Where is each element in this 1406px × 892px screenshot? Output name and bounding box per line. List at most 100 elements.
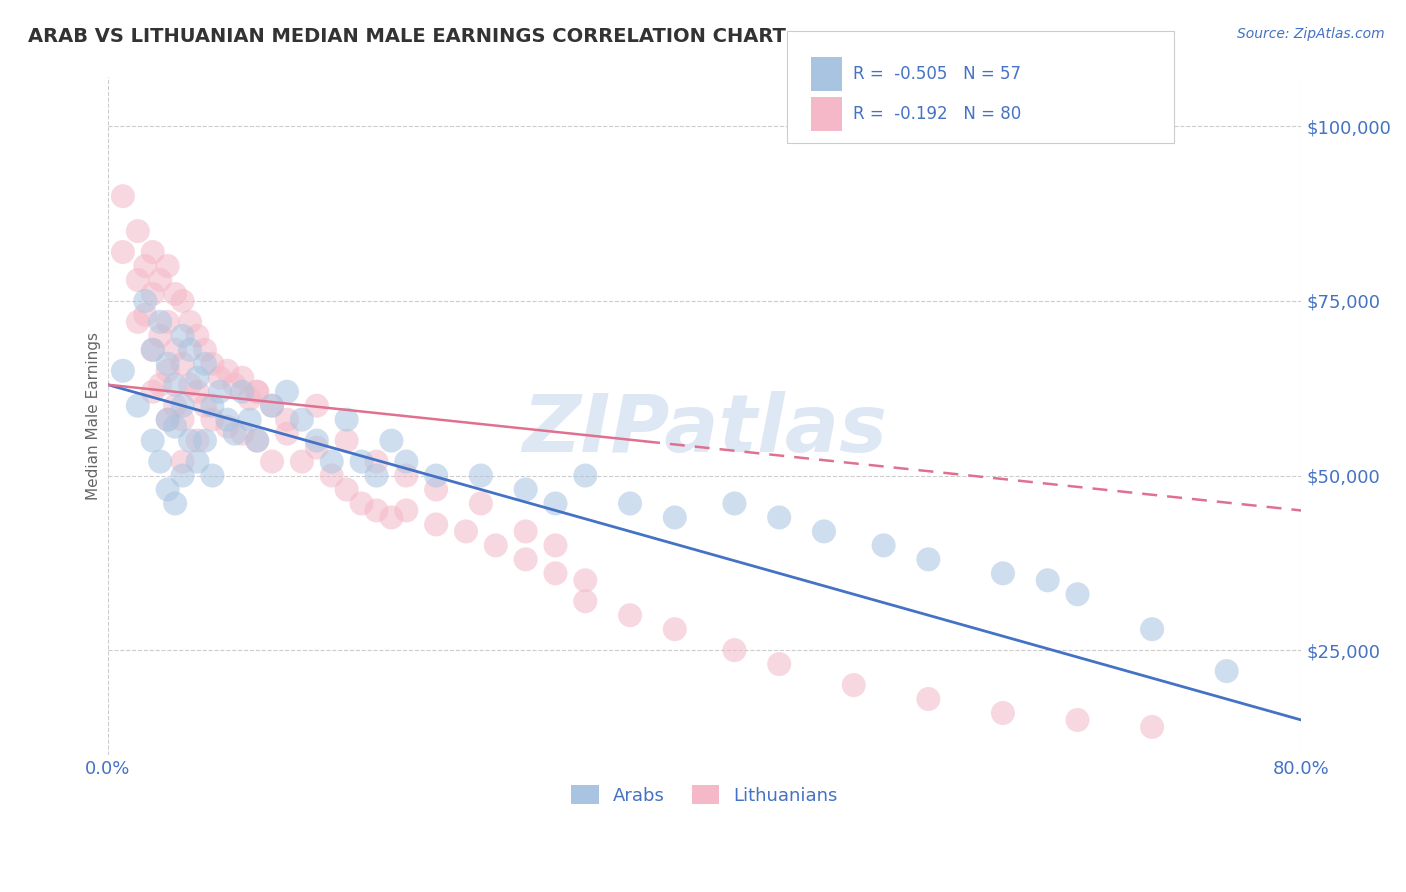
- Point: [201, 412, 224, 426]
- Point: [1066, 587, 1088, 601]
- Point: [380, 434, 402, 448]
- Point: [305, 441, 328, 455]
- Point: [179, 315, 201, 329]
- Point: [156, 259, 179, 273]
- Point: [305, 434, 328, 448]
- Text: Source: ZipAtlas.com: Source: ZipAtlas.com: [1237, 27, 1385, 41]
- Point: [111, 189, 134, 203]
- Point: [134, 308, 156, 322]
- Point: [201, 357, 224, 371]
- Point: [813, 524, 835, 539]
- Point: [208, 370, 231, 384]
- Point: [127, 273, 149, 287]
- Point: [515, 552, 537, 566]
- Point: [917, 552, 939, 566]
- Point: [276, 384, 298, 399]
- Point: [1036, 574, 1059, 588]
- Point: [224, 426, 246, 441]
- Point: [142, 343, 165, 357]
- Point: [127, 315, 149, 329]
- Point: [262, 399, 284, 413]
- Point: [172, 468, 194, 483]
- Point: [165, 343, 187, 357]
- Point: [305, 399, 328, 413]
- Point: [485, 538, 508, 552]
- Point: [991, 706, 1014, 720]
- Point: [366, 468, 388, 483]
- Y-axis label: Median Male Earnings: Median Male Earnings: [86, 332, 101, 500]
- Point: [142, 245, 165, 260]
- Point: [246, 384, 269, 399]
- Point: [172, 293, 194, 308]
- Point: [111, 364, 134, 378]
- Point: [217, 419, 239, 434]
- Point: [246, 434, 269, 448]
- Point: [366, 503, 388, 517]
- Point: [544, 496, 567, 510]
- Point: [201, 399, 224, 413]
- Point: [336, 434, 359, 448]
- Point: [149, 273, 172, 287]
- Point: [768, 510, 790, 524]
- Point: [179, 343, 201, 357]
- Point: [246, 384, 269, 399]
- Point: [224, 377, 246, 392]
- Legend: Arabs, Lithuanians: Arabs, Lithuanians: [562, 776, 846, 814]
- Point: [172, 454, 194, 468]
- Point: [1140, 720, 1163, 734]
- Point: [246, 434, 269, 448]
- Point: [544, 566, 567, 581]
- Point: [127, 399, 149, 413]
- Point: [165, 377, 187, 392]
- Point: [156, 315, 179, 329]
- Point: [991, 566, 1014, 581]
- Point: [194, 434, 217, 448]
- Point: [149, 454, 172, 468]
- Point: [872, 538, 894, 552]
- Point: [134, 259, 156, 273]
- Point: [425, 517, 447, 532]
- Point: [321, 454, 343, 468]
- Point: [156, 364, 179, 378]
- Point: [194, 357, 217, 371]
- Point: [395, 503, 418, 517]
- Point: [142, 434, 165, 448]
- Point: [134, 293, 156, 308]
- Point: [768, 657, 790, 672]
- Point: [1140, 622, 1163, 636]
- Point: [231, 426, 253, 441]
- Point: [194, 343, 217, 357]
- Point: [262, 399, 284, 413]
- Point: [723, 643, 745, 657]
- Point: [208, 384, 231, 399]
- Point: [350, 496, 373, 510]
- Point: [142, 384, 165, 399]
- Point: [172, 412, 194, 426]
- Point: [156, 483, 179, 497]
- Point: [1066, 713, 1088, 727]
- Text: ZIPatlas: ZIPatlas: [522, 391, 887, 468]
- Point: [350, 454, 373, 468]
- Point: [276, 426, 298, 441]
- Point: [149, 377, 172, 392]
- Point: [664, 622, 686, 636]
- Point: [336, 412, 359, 426]
- Point: [366, 454, 388, 468]
- Point: [111, 245, 134, 260]
- Point: [262, 454, 284, 468]
- Point: [276, 412, 298, 426]
- Point: [165, 399, 187, 413]
- Point: [395, 454, 418, 468]
- Point: [619, 608, 641, 623]
- Point: [194, 399, 217, 413]
- Point: [201, 468, 224, 483]
- Point: [217, 364, 239, 378]
- Point: [142, 343, 165, 357]
- Point: [291, 412, 314, 426]
- Point: [231, 384, 253, 399]
- Point: [149, 315, 172, 329]
- Point: [165, 496, 187, 510]
- Point: [156, 357, 179, 371]
- Point: [470, 496, 492, 510]
- Point: [544, 538, 567, 552]
